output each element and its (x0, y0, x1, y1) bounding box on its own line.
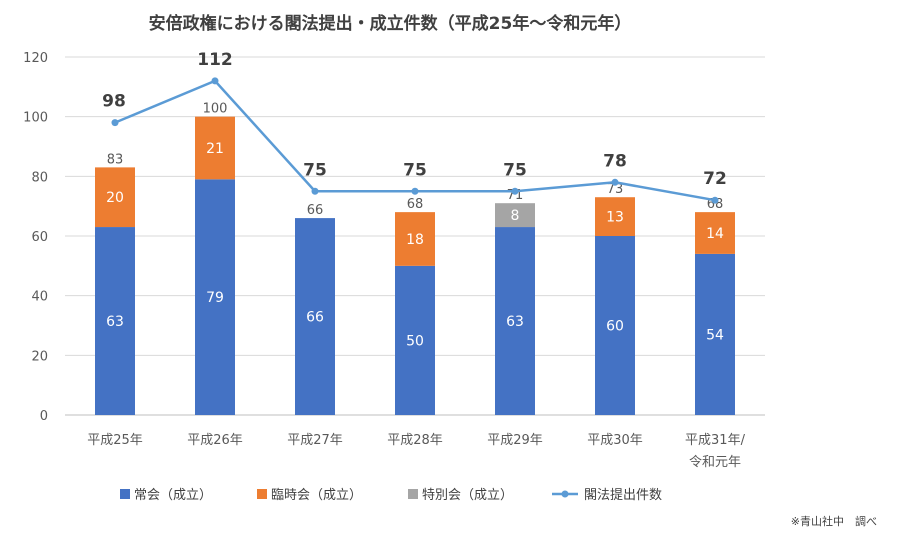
legend-label: 特別会（成立） (422, 488, 513, 503)
bar-segment (195, 116, 235, 180)
legend-label: 常会（成立） (134, 488, 212, 503)
bar-segment (495, 203, 535, 228)
line-point (111, 119, 119, 127)
y-tick-label: 80 (31, 170, 48, 185)
bar-total-label: 83 (107, 152, 124, 167)
x-category-label: 平成30年 (587, 433, 643, 448)
x-category-label: 平成28年 (387, 433, 443, 448)
line-value-label: 98 (102, 92, 126, 112)
line-point (411, 187, 419, 195)
x-category-label: 平成29年 (487, 433, 543, 448)
legend-label: 臨時会（成立） (271, 488, 362, 503)
x-category-label: 令和元年 (689, 455, 741, 470)
line-value-label: 78 (603, 151, 627, 171)
x-category-label: 平成26年 (187, 433, 243, 448)
x-category-label: 平成25年 (87, 433, 143, 448)
bar-segment (595, 236, 635, 415)
bar-value-label: 21 (206, 141, 224, 157)
bar-total-label: 66 (307, 203, 324, 218)
legend: 常会（成立） 臨時会（成立） 特別会（成立） 閣法提出件数 (120, 487, 662, 503)
y-tick-label: 100 (23, 111, 48, 126)
line-point (211, 77, 219, 85)
line-value-label: 75 (303, 160, 327, 180)
legend-swatch-marker (561, 490, 569, 498)
y-axis-ticks: 0 20 40 60 80 100 120 (23, 51, 48, 424)
line-value-label: 112 (197, 50, 233, 70)
bar-value-label: 63 (506, 314, 524, 330)
line-point (511, 187, 519, 195)
bar-segment (95, 227, 135, 415)
chart-title: 安倍政権における閣法提出・成立件数（平成25年～令和元年） (149, 13, 632, 34)
legend-label: 閣法提出件数 (584, 487, 662, 503)
bar-segment (95, 167, 135, 228)
bar-segment (395, 265, 435, 415)
bar-segment (595, 197, 635, 236)
bar-value-label: 14 (706, 226, 724, 242)
bar-value-label: 54 (706, 327, 724, 343)
line-point (311, 187, 319, 195)
y-tick-label: 40 (31, 290, 48, 305)
line-value-label: 75 (503, 160, 527, 180)
bar-value-label: 20 (106, 190, 124, 206)
x-axis-categories: 平成25年 平成26年 平成27年 平成28年 平成29年 平成30年 平成31年/令和元年 (87, 433, 745, 470)
bars (95, 116, 735, 415)
bar-value-label: 18 (406, 232, 424, 248)
bar-value-label: 60 (606, 319, 624, 335)
line-point (611, 178, 619, 186)
legend-swatch (257, 489, 267, 499)
bar-segment (395, 212, 435, 266)
footnote: ※青山社中 調べ (791, 514, 877, 528)
bar-value-label: 79 (206, 290, 224, 306)
bar-segment (295, 218, 335, 415)
bar-segment (195, 179, 235, 415)
bar-total-label: 68 (707, 197, 724, 212)
bar-value-label: 13 (606, 210, 624, 226)
bar-total-label: 68 (407, 197, 424, 212)
line-series: 98 112 75 75 75 78 72 (102, 50, 727, 204)
line-value-label: 72 (703, 169, 727, 189)
bar-total-label: 100 (203, 102, 228, 117)
bar-value-label: 66 (306, 310, 324, 326)
bar-total-label: 73 (607, 182, 624, 197)
bar-segment (695, 212, 735, 254)
legend-swatch (408, 489, 418, 499)
bar-value-label: 63 (106, 314, 124, 330)
bar-segment (495, 227, 535, 415)
y-tick-label: 20 (31, 349, 48, 364)
line-value-label: 75 (403, 160, 427, 180)
y-tick-label: 120 (23, 51, 48, 66)
y-tick-label: 0 (40, 409, 48, 424)
x-category-label: 平成31年/ (685, 433, 746, 448)
x-category-label: 平成27年 (287, 433, 343, 448)
legend-swatch (120, 489, 130, 499)
bar-value-label: 8 (511, 208, 520, 224)
line-point (711, 196, 719, 204)
y-tick-label: 60 (31, 230, 48, 245)
bar-segment (695, 253, 735, 415)
bar-value-label: 50 (406, 333, 424, 349)
